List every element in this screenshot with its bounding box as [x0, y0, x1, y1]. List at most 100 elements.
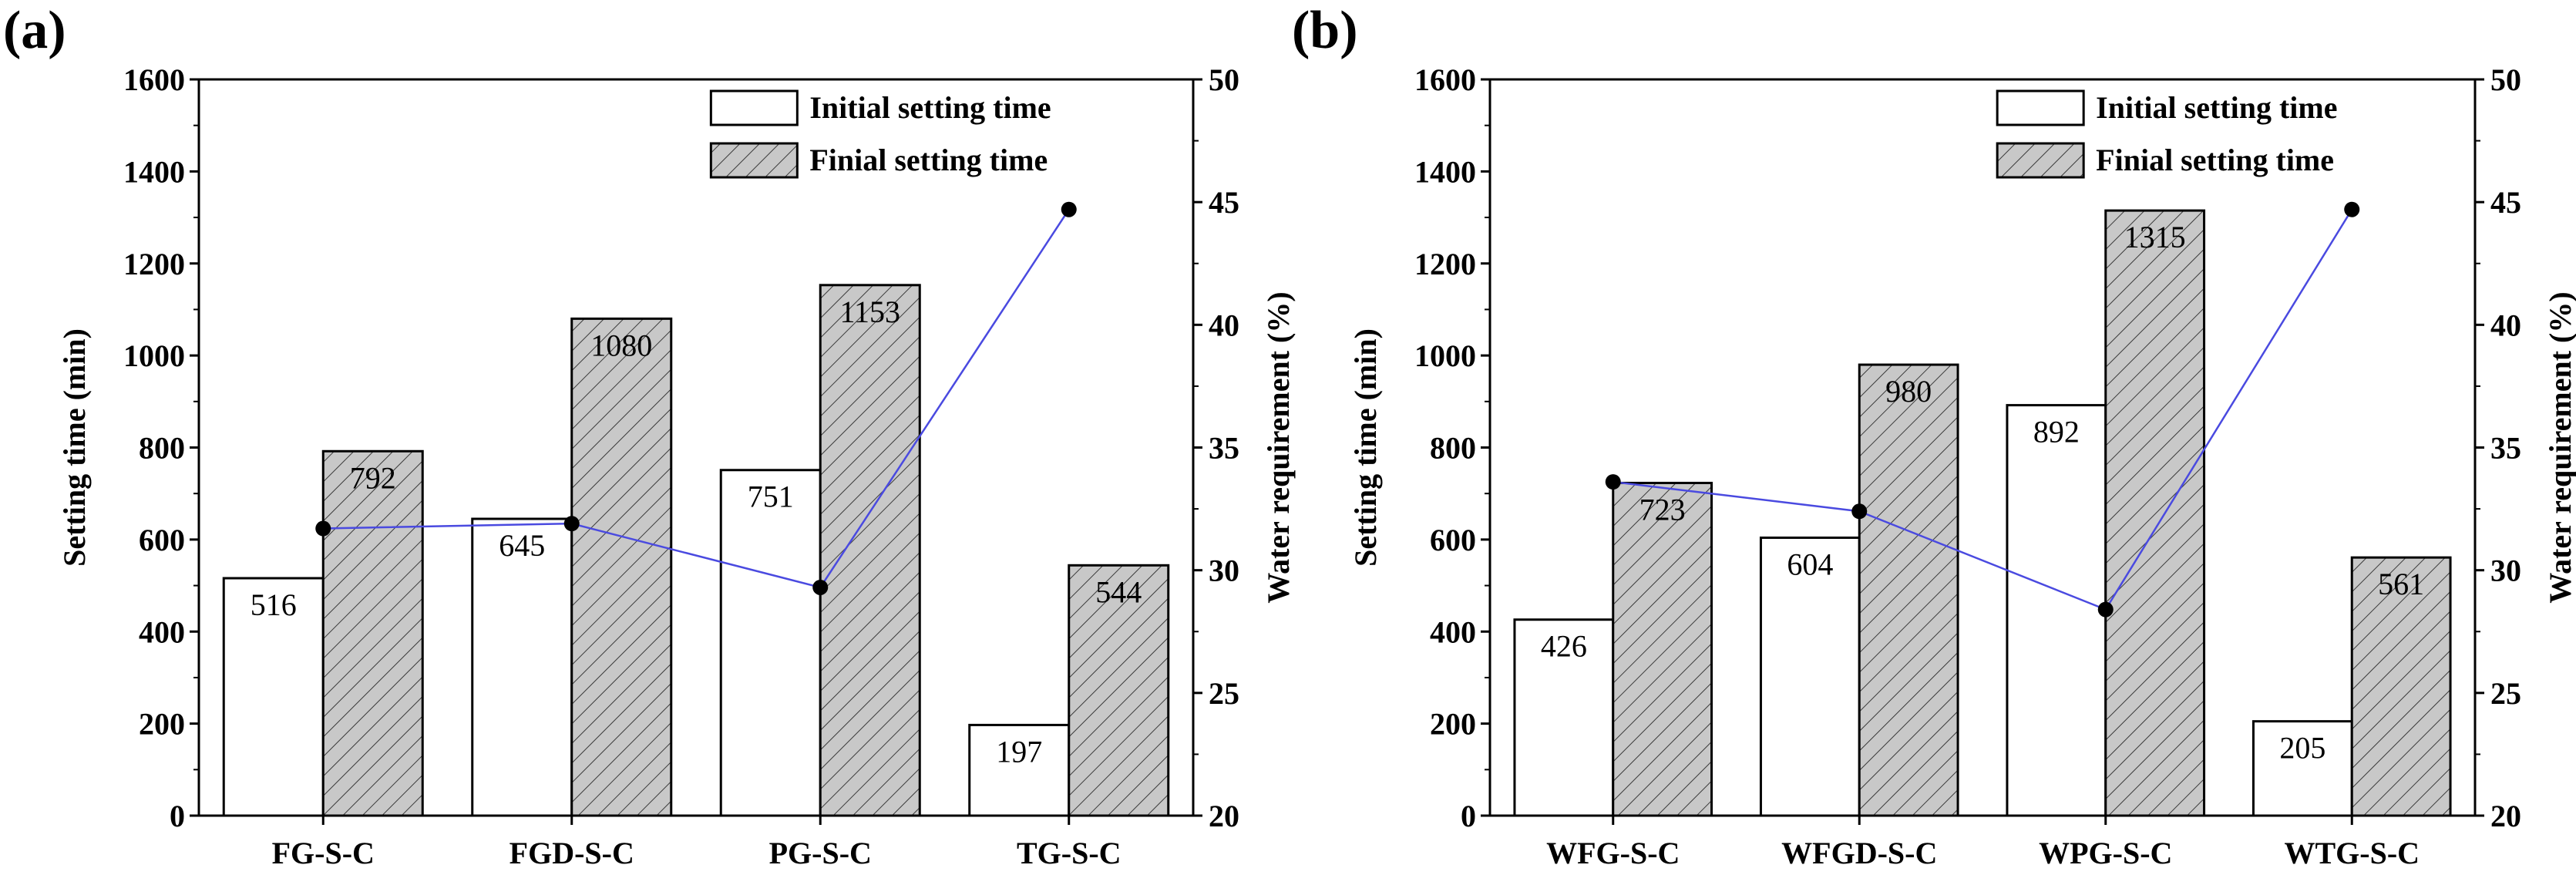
y-axis-title: Setting time (min): [1348, 328, 1383, 567]
panel-label: (b): [1292, 1, 1358, 60]
bar-final-WFGD-S-C: [1858, 363, 1959, 817]
y2-axis-title: Water requirement (%): [1261, 291, 1296, 603]
water-point-PG-S-C: [812, 579, 829, 595]
water-point-FGD-S-C: [563, 516, 580, 532]
legend: Initial setting time Finial setting time: [1996, 89, 2337, 179]
bar-label-final-FGD-S-C: 1080: [590, 328, 652, 362]
y-tick-label: 800: [139, 431, 185, 466]
bar-label-initial-FG-S-C: 516: [251, 587, 297, 622]
water-point-WPG-S-C: [2097, 601, 2114, 618]
bar-final-TG-S-C: [1068, 564, 1170, 817]
legend-label-initial: Initial setting time: [2096, 90, 2337, 125]
x-tick-label-TG-S-C: TG-S-C: [1017, 836, 1122, 870]
water-requirement-polyline: [1613, 209, 2353, 611]
y2-tick-label: 25: [2490, 676, 2521, 711]
x-axis: FG-S-C FGD-S-C PG-S-C TG-S-C: [272, 816, 1122, 870]
y2-tick-label: 20: [1209, 799, 1239, 833]
bar-initial-WTG-S-C: [2251, 720, 2353, 817]
bar-initial-WFGD-S-C: [1759, 536, 1861, 817]
bar-final-WPG-S-C: [2104, 209, 2206, 817]
legend: Initial setting time Finial setting time: [709, 89, 1051, 179]
bar-label-final-PG-S-C: 1153: [839, 294, 900, 329]
y-tick-label: 1600: [1414, 62, 1476, 97]
bar-label-final-WTG-S-C: 561: [2378, 567, 2424, 601]
y2-tick-label: 35: [1209, 431, 1239, 466]
y2-tick-label: 35: [2490, 431, 2521, 466]
y-axis-right: 20 25 30 35 40 45 50: [1193, 62, 1239, 833]
bar-label-initial-WFGD-S-C: 604: [1787, 547, 1833, 581]
legend-label-final: Finial setting time: [2096, 143, 2334, 177]
water-point-WFG-S-C: [1605, 474, 1621, 490]
y-tick-label: 400: [139, 614, 185, 649]
bar-initial-WPG-S-C: [2006, 404, 2107, 817]
bar-initial-WFG-S-C: [1513, 618, 1615, 817]
y2-tick-label: 30: [1209, 554, 1239, 588]
water-point-WFGD-S-C: [1851, 503, 1868, 520]
bar-label-initial-FGD-S-C: 645: [499, 528, 545, 563]
legend-swatch-final: [709, 142, 799, 179]
x-tick-label-WPG-S-C: WPG-S-C: [2039, 836, 2172, 870]
y2-tick-label: 50: [2490, 62, 2521, 97]
bar-label-initial-PG-S-C: 751: [748, 480, 794, 514]
y-tick-label: 0: [170, 799, 185, 833]
x-tick-label-FG-S-C: FG-S-C: [272, 836, 375, 870]
y-tick-label: 200: [1430, 707, 1476, 742]
bar-initial-TG-S-C: [968, 723, 1071, 817]
water-point-TG-S-C: [1061, 201, 1077, 217]
y-axis-left: 0 200 400 600 800 1000 1200 1400 1600: [1414, 62, 1490, 833]
panel-label: (a): [3, 1, 66, 60]
x-tick-label-FGD-S-C: FGD-S-C: [509, 836, 634, 870]
bar-group: [222, 284, 1170, 817]
y-tick-label: 600: [1430, 523, 1476, 557]
y-tick-label: 1000: [123, 338, 185, 373]
bar-value-labels: 426 723 604 980 892 1315 205 561: [1541, 220, 2424, 766]
water-requirement-polyline: [323, 209, 1070, 589]
bar-label-final-WFG-S-C: 723: [1639, 492, 1686, 527]
bar-group: [1513, 209, 2452, 817]
legend-swatch-final: [1996, 142, 2085, 179]
bar-label-final-FG-S-C: 792: [350, 460, 396, 495]
panel-a: (a) 516 792 645 1080 751 1153 197 544 0 200 400 60…: [3, 1, 1296, 870]
y2-tick-label: 20: [2490, 799, 2521, 833]
bar-label-final-WFGD-S-C: 980: [1885, 374, 1932, 409]
bar-label-initial-TG-S-C: 197: [996, 734, 1042, 769]
bar-label-initial-WPG-S-C: 892: [2033, 415, 2080, 449]
y2-tick-label: 45: [1209, 185, 1239, 220]
y2-tick-label: 45: [2490, 185, 2521, 220]
bar-final-WFG-S-C: [1612, 481, 1713, 817]
bar-final-PG-S-C: [819, 284, 921, 817]
bar-label-initial-WFG-S-C: 426: [1541, 629, 1587, 664]
x-tick-label-WFG-S-C: WFG-S-C: [1546, 836, 1680, 870]
x-tick-label-WTG-S-C: WTG-S-C: [2284, 836, 2420, 870]
y-tick-label: 1400: [1414, 154, 1476, 189]
y2-tick-label: 40: [2490, 308, 2521, 342]
bar-initial-FG-S-C: [222, 577, 325, 817]
bar-label-initial-WTG-S-C: 205: [2279, 731, 2325, 766]
y-axis-right: 20 25 30 35 40 45 50: [2475, 62, 2521, 833]
water-requirement-line: [315, 201, 1077, 595]
y-tick-label: 400: [1430, 614, 1476, 649]
y-tick-label: 1600: [123, 62, 185, 97]
water-requirement-line: [1605, 201, 2360, 618]
y2-tick-label: 40: [1209, 308, 1239, 342]
bar-initial-FGD-S-C: [471, 517, 573, 817]
y2-axis-title: Water requirement (%): [2543, 291, 2576, 603]
bar-value-labels: 516 792 645 1080 751 1153 197 544: [251, 294, 1142, 769]
bar-initial-PG-S-C: [719, 469, 822, 817]
y-axis-left: 0 200 400 600 800 1000 1200 1400 1600: [123, 62, 199, 833]
x-tick-label-WFGD-S-C: WFGD-S-C: [1781, 836, 1937, 870]
y-tick-label: 800: [1430, 431, 1476, 466]
y-tick-label: 200: [139, 707, 185, 742]
y2-tick-label: 25: [1209, 676, 1239, 711]
water-point-WTG-S-C: [2344, 201, 2360, 217]
y-tick-label: 0: [1461, 799, 1476, 833]
legend-label-initial: Initial setting time: [809, 90, 1051, 125]
bar-final-FGD-S-C: [570, 317, 673, 817]
panel-b: (b) 426 723 604 980 892 1315 205 561 0 200 400 600…: [1292, 1, 2576, 870]
bar-final-WTG-S-C: [2350, 556, 2452, 817]
x-tick-label-PG-S-C: PG-S-C: [769, 836, 872, 870]
legend-label-final: Finial setting time: [809, 143, 1048, 177]
y-tick-label: 1200: [123, 247, 185, 281]
